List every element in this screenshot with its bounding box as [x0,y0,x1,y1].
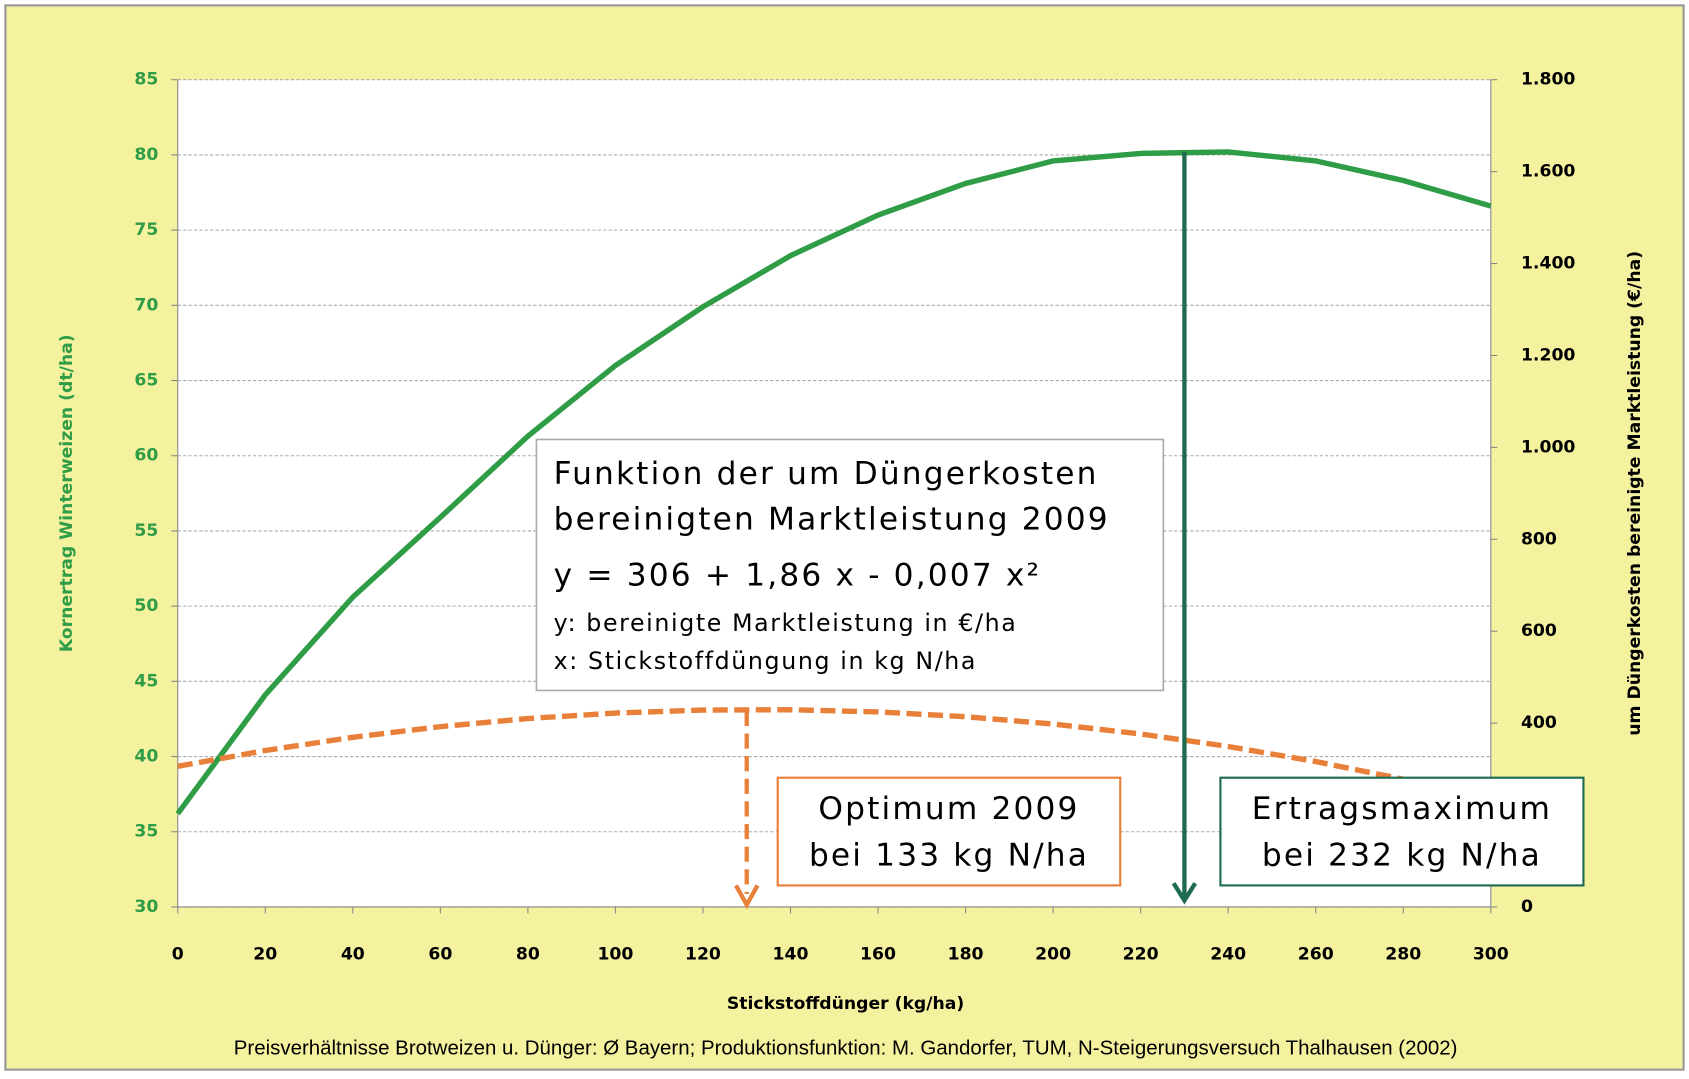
y-tick-label: 30 [134,897,158,917]
x-tick-label: 140 [773,944,809,964]
y-tick-label: 40 [134,747,158,767]
y2-tick-label: 1.400 [1521,254,1575,274]
x-tick-label: 200 [1035,944,1071,964]
arrow-head [734,884,760,910]
x-tick-label: 260 [1298,944,1334,964]
y2-tick-label: 1.800 [1521,70,1575,90]
x-tick-label: 80 [516,944,540,964]
y2-tick-label: 800 [1521,529,1557,549]
annotation-box [1219,776,1585,887]
x-axis-title: Stickstoffdünger (kg/ha) [727,994,964,1014]
function-box [535,438,1165,692]
x-tick-label: 220 [1123,944,1159,964]
function-text: x: Stickstoffdüngung in kg N/ha [554,647,977,675]
y2-tick-label: 1.600 [1521,162,1575,182]
y-tick-label: 45 [134,671,158,691]
footer: Preisverhältnisse Brotweizen u. Dünger: … [234,1037,1458,1060]
x-tick-label: 240 [1210,944,1246,964]
x-tick-label: 100 [597,944,633,964]
y-tick-label: 35 [134,822,158,842]
x-tick-label: 160 [860,944,896,964]
x-tick-label: 0 [172,944,184,964]
y-tick-label: 50 [134,596,158,616]
x-tick-label: 180 [948,944,984,964]
x-tick-label: 20 [253,944,277,964]
line-series [177,707,1492,803]
y2-tick-label: 600 [1521,621,1557,641]
y-axis-title: Kornertrag Winterweizen (dt/ha) [57,334,77,652]
y2-tick-label: 0 [1521,897,1533,917]
annotation-text: Optimum 2009 [818,791,1079,827]
function-text: Funktion der um Düngerkosten [554,456,1099,492]
y2-tick-label: 1.200 [1521,345,1575,365]
annotation-text: bei 232 kg N/ha [1262,837,1542,873]
y-tick-label: 70 [134,295,158,315]
y-tick-label: 60 [134,446,158,466]
y2-axis-title: um Düngerkosten bereinigte Marktleistung… [1625,251,1645,736]
y-tick-label: 80 [134,145,158,165]
y-tick-label: 85 [134,70,158,90]
annotation-text: Ertragsmaximum [1252,791,1552,827]
annotation-text: bei 133 kg N/ha [809,837,1089,873]
function-text: y: bereinigte Marktleistung in €/ha [554,609,1018,637]
function-text: y = 306 + 1,86 x - 0,007 x² [554,557,1042,593]
y-tick-label: 75 [134,220,158,240]
x-tick-label: 280 [1385,944,1421,964]
y-tick-label: 65 [134,371,158,391]
y2-tick-label: 400 [1521,713,1557,733]
arrow-head [1171,882,1198,905]
x-tick-label: 120 [685,944,721,964]
y2-tick-label: 1.000 [1521,437,1575,457]
y-tick-label: 55 [134,521,158,541]
x-tick-label: 60 [428,944,452,964]
x-tick-label: 40 [341,944,365,964]
annotation-box [776,776,1122,887]
line-series [175,149,1492,816]
function-text: bereinigten Marktleistung 2009 [554,501,1110,537]
x-tick-label: 300 [1473,944,1509,964]
